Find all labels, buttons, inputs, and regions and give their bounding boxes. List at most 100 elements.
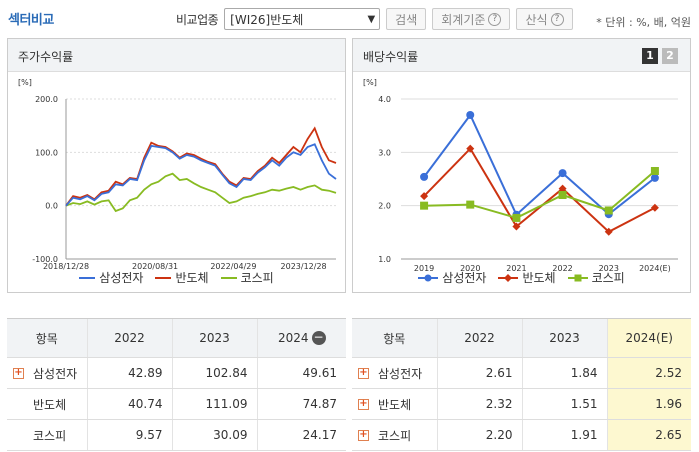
col-header-2023: 2023	[171, 318, 257, 358]
legend-item[interactable]: 반도체	[498, 269, 556, 286]
panel-title: 배당수익률	[363, 50, 419, 64]
stock-return-table: 항목 2022 2023 2024− + 삼성전자 42.89 102.84 49…	[7, 318, 346, 451]
col-header-2024: 2024−	[256, 318, 346, 358]
cell-value: 2.61	[436, 357, 522, 389]
panel-header: 주가수익률	[8, 39, 345, 72]
series-line-코스피	[424, 170, 656, 219]
search-button[interactable]: 검색	[386, 8, 427, 30]
x-tick-label: 2023/12/28	[281, 262, 327, 271]
cell-value: 1.91	[521, 419, 607, 451]
legend-item[interactable]: 반도체	[155, 269, 209, 286]
series-line-코스피	[65, 172, 337, 213]
page-title: 섹터비교	[8, 13, 54, 28]
data-point	[558, 191, 567, 199]
row-name-label: 반도체	[378, 397, 412, 412]
table-row: + 코스피 2.20 1.91 2.65	[352, 419, 691, 451]
cell-value: 1.96	[606, 388, 691, 420]
cell-value: 9.57	[86, 419, 172, 451]
data-point	[512, 222, 521, 231]
legend-label: 코스피	[591, 271, 625, 285]
x-tick-label: 2022	[552, 264, 572, 273]
data-point	[604, 206, 613, 215]
y-axis-unit: [%]	[18, 78, 32, 87]
x-tick-label: 2020/08/31	[132, 262, 178, 271]
expand-icon[interactable]: +	[13, 367, 24, 379]
formula-button[interactable]: 산식?	[516, 8, 573, 30]
y-tick-label: 4.0	[378, 95, 391, 104]
table-row: + 삼성전자 2.61 1.84 2.52	[352, 357, 691, 389]
cell-value: 49.61	[256, 357, 346, 389]
sector-select-value: [WI26]반도체	[230, 12, 304, 27]
search-button-label: 검색	[395, 12, 418, 27]
col-header-item: 항목	[352, 318, 437, 358]
cell-value: 30.09	[171, 419, 257, 451]
row-name-label: 코스피	[378, 428, 412, 443]
y-tick-label: 200.0	[35, 95, 58, 104]
legend-item[interactable]: 코스피	[567, 269, 625, 286]
page-1-button[interactable]: 1	[642, 48, 658, 64]
cell-value: 2.20	[436, 419, 522, 451]
cell-value: 42.89	[86, 357, 172, 389]
y-tick-label: 0.0	[45, 202, 58, 211]
cell-value: 1.51	[521, 388, 607, 420]
x-tick-label: 2020	[460, 264, 480, 273]
expand-icon[interactable]: +	[358, 429, 369, 441]
legend-label: 삼성전자	[99, 271, 144, 285]
cell-value: 2.32	[436, 388, 522, 420]
data-point	[420, 172, 429, 181]
expand-icon[interactable]: +	[358, 367, 369, 379]
legend-label: 반도체	[175, 271, 209, 285]
y-tick-label: 3.0	[378, 148, 391, 157]
dividend-yield-table: 항목 2022 2023 2024(E) + 삼성전자 2.61 1.84 2.5…	[352, 318, 691, 451]
legend-label: 삼성전자	[442, 271, 487, 285]
legend-item[interactable]: 삼성전자	[79, 269, 143, 286]
row-name: 코스피	[7, 419, 87, 451]
collapse-icon[interactable]: −	[311, 330, 326, 346]
compare-label: 비교업종	[176, 12, 219, 27]
legend-item[interactable]: 코스피	[220, 269, 274, 286]
data-point	[420, 192, 429, 201]
toolbar: 비교업종 [WI26]반도체 ▼ 검색 회계기준? 산식?	[176, 8, 573, 30]
panel-header: 배당수익률 1 2	[353, 39, 690, 72]
col-header-2023: 2023	[521, 318, 607, 358]
legend-item[interactable]: 삼성전자	[418, 269, 486, 286]
chart-legend: 삼성전자 반도체 코스피	[353, 269, 690, 286]
data-point	[466, 144, 475, 153]
cell-value: 24.17	[256, 419, 346, 451]
expand-icon[interactable]: +	[358, 398, 369, 410]
data-point	[650, 203, 659, 212]
cell-value: 1.84	[521, 357, 607, 389]
table-row: + 반도체 2.32 1.51 1.96	[352, 388, 691, 420]
col-header-item: 항목	[7, 318, 87, 358]
formula-label: 산식	[525, 12, 548, 27]
y-tick-label: -100.0	[32, 255, 58, 264]
row-name: + 반도체	[352, 388, 437, 420]
col-header-2024-label: 2024	[277, 330, 309, 345]
x-tick-label: 2019	[414, 264, 434, 273]
cell-value: 40.74	[86, 388, 172, 420]
table-row: + 삼성전자 42.89 102.84 49.61	[7, 357, 346, 389]
col-header-2024e: 2024(E)	[606, 318, 691, 358]
row-name: + 코스피	[352, 419, 437, 451]
x-tick-label: 2023	[599, 264, 619, 273]
series-line-반도체	[423, 146, 656, 234]
data-point	[650, 167, 659, 175]
fiscal-basis-button[interactable]: 회계기준?	[432, 8, 511, 30]
x-tick-label: 2022/04/29	[210, 262, 256, 271]
sector-select[interactable]: [WI26]반도체 ▼	[224, 8, 381, 30]
y-axis-unit: [%]	[363, 78, 377, 87]
table-row: 반도체 40.74 111.09 74.87	[7, 388, 346, 420]
dividend-yield-panel: 배당수익률 1 2 [%] 4.0 3.0 2.0 1.0 2019 2020 2021 202…	[352, 38, 691, 293]
series-line-삼성전자	[423, 113, 656, 217]
help-icon: ?	[550, 12, 564, 26]
help-icon: ?	[488, 12, 502, 26]
legend-label: 코스피	[240, 271, 274, 285]
series-line-삼성전자	[65, 143, 337, 207]
page-2-button[interactable]: 2	[662, 48, 678, 64]
data-point	[512, 213, 521, 222]
unit-note: * 단위 : %, 배, 억원	[596, 16, 691, 29]
cell-value: 102.84	[171, 357, 257, 389]
panel-title: 주가수익률	[18, 50, 74, 64]
row-name: + 삼성전자	[352, 357, 437, 389]
